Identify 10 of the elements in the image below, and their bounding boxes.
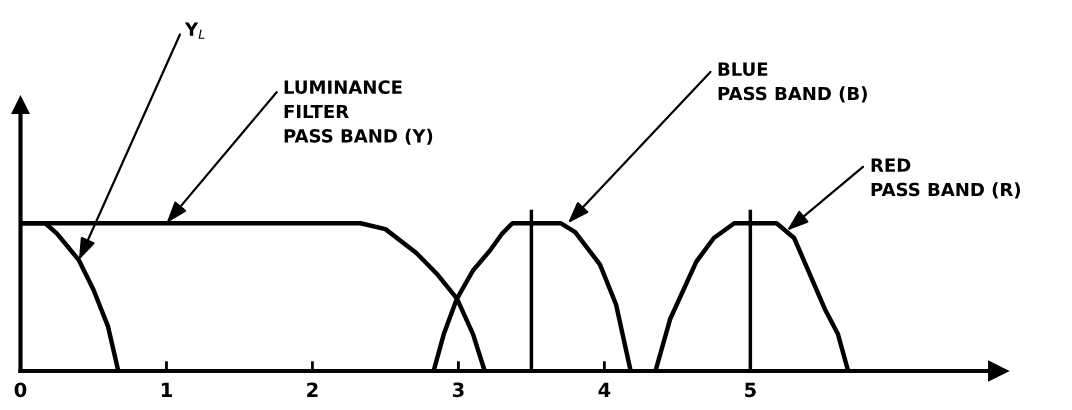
annotation: BLUE PASS BAND (B) xyxy=(718,62,867,103)
annotation: LUMINANCE FILTER PASS BAND (Y) xyxy=(284,80,433,145)
x-tick-label: 5 xyxy=(745,382,756,398)
x-tick-label: 1 xyxy=(161,382,172,397)
annotation: Y$_{L}$ xyxy=(184,22,205,39)
x-tick-label: 4 xyxy=(598,382,611,397)
x-tick-label: 2 xyxy=(307,382,318,397)
x-tick-label: 0 xyxy=(14,382,27,398)
annotation: RED PASS BAND (R) xyxy=(871,158,1021,199)
x-tick-label: 3 xyxy=(452,382,464,398)
